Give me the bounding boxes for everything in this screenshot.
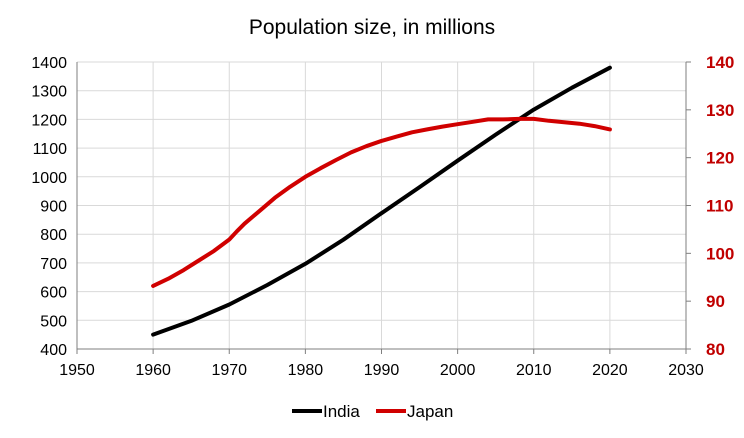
y-right-tick-label: 110: [706, 197, 733, 216]
y-left-tick-label: 700: [40, 256, 67, 273]
y-left-tick-label: 1100: [33, 141, 68, 158]
legend-label-india: India: [323, 402, 360, 421]
chart-title: Population size, in millions: [249, 16, 495, 39]
x-tick-label: 1970: [211, 362, 247, 379]
axes: [76, 61, 691, 354]
series-lines: [151, 65, 612, 337]
legend: India Japan: [292, 402, 453, 421]
y-right-tick-label: 90: [706, 292, 725, 311]
y-right-tick-label: 140: [706, 53, 734, 72]
series-line-japan: [151, 116, 612, 288]
x-tick-label: 1960: [135, 362, 171, 379]
gridlines: [77, 61, 686, 350]
series-line-india: [151, 65, 612, 337]
y-left-tick-label: 1300: [31, 84, 67, 101]
y-right-tick-label: 100: [706, 244, 734, 263]
x-tick-label: 2020: [592, 362, 628, 379]
legend-label-japan: Japan: [407, 402, 453, 421]
x-tick-label: 2010: [516, 362, 552, 379]
y-left-tick-label: 800: [40, 227, 67, 244]
x-tick-label: 2030: [668, 362, 704, 379]
y-left-tick-label: 400: [40, 342, 67, 359]
y-left-tick-label: 1400: [31, 55, 67, 72]
y-right-tick-label: 130: [706, 101, 734, 120]
y-left-tick-label: 1200: [31, 112, 67, 129]
y-left-tick-label: 900: [40, 199, 67, 216]
x-tick-label: 1980: [288, 362, 324, 379]
y-right-tick-label: 120: [706, 149, 734, 168]
y-left-tick-label: 500: [40, 313, 67, 330]
y-right-tick-label: 80: [706, 340, 725, 359]
y-left-tick-label: 600: [40, 285, 67, 302]
y-left-tick-label: 1000: [31, 170, 67, 187]
x-tick-label: 2000: [440, 362, 476, 379]
x-tick-label: 1950: [59, 362, 95, 379]
x-tick-label: 1990: [364, 362, 400, 379]
tick-labels: 400 500 600 700 800 900 1000 1100 1200 1300 1400 19…: [31, 53, 734, 379]
